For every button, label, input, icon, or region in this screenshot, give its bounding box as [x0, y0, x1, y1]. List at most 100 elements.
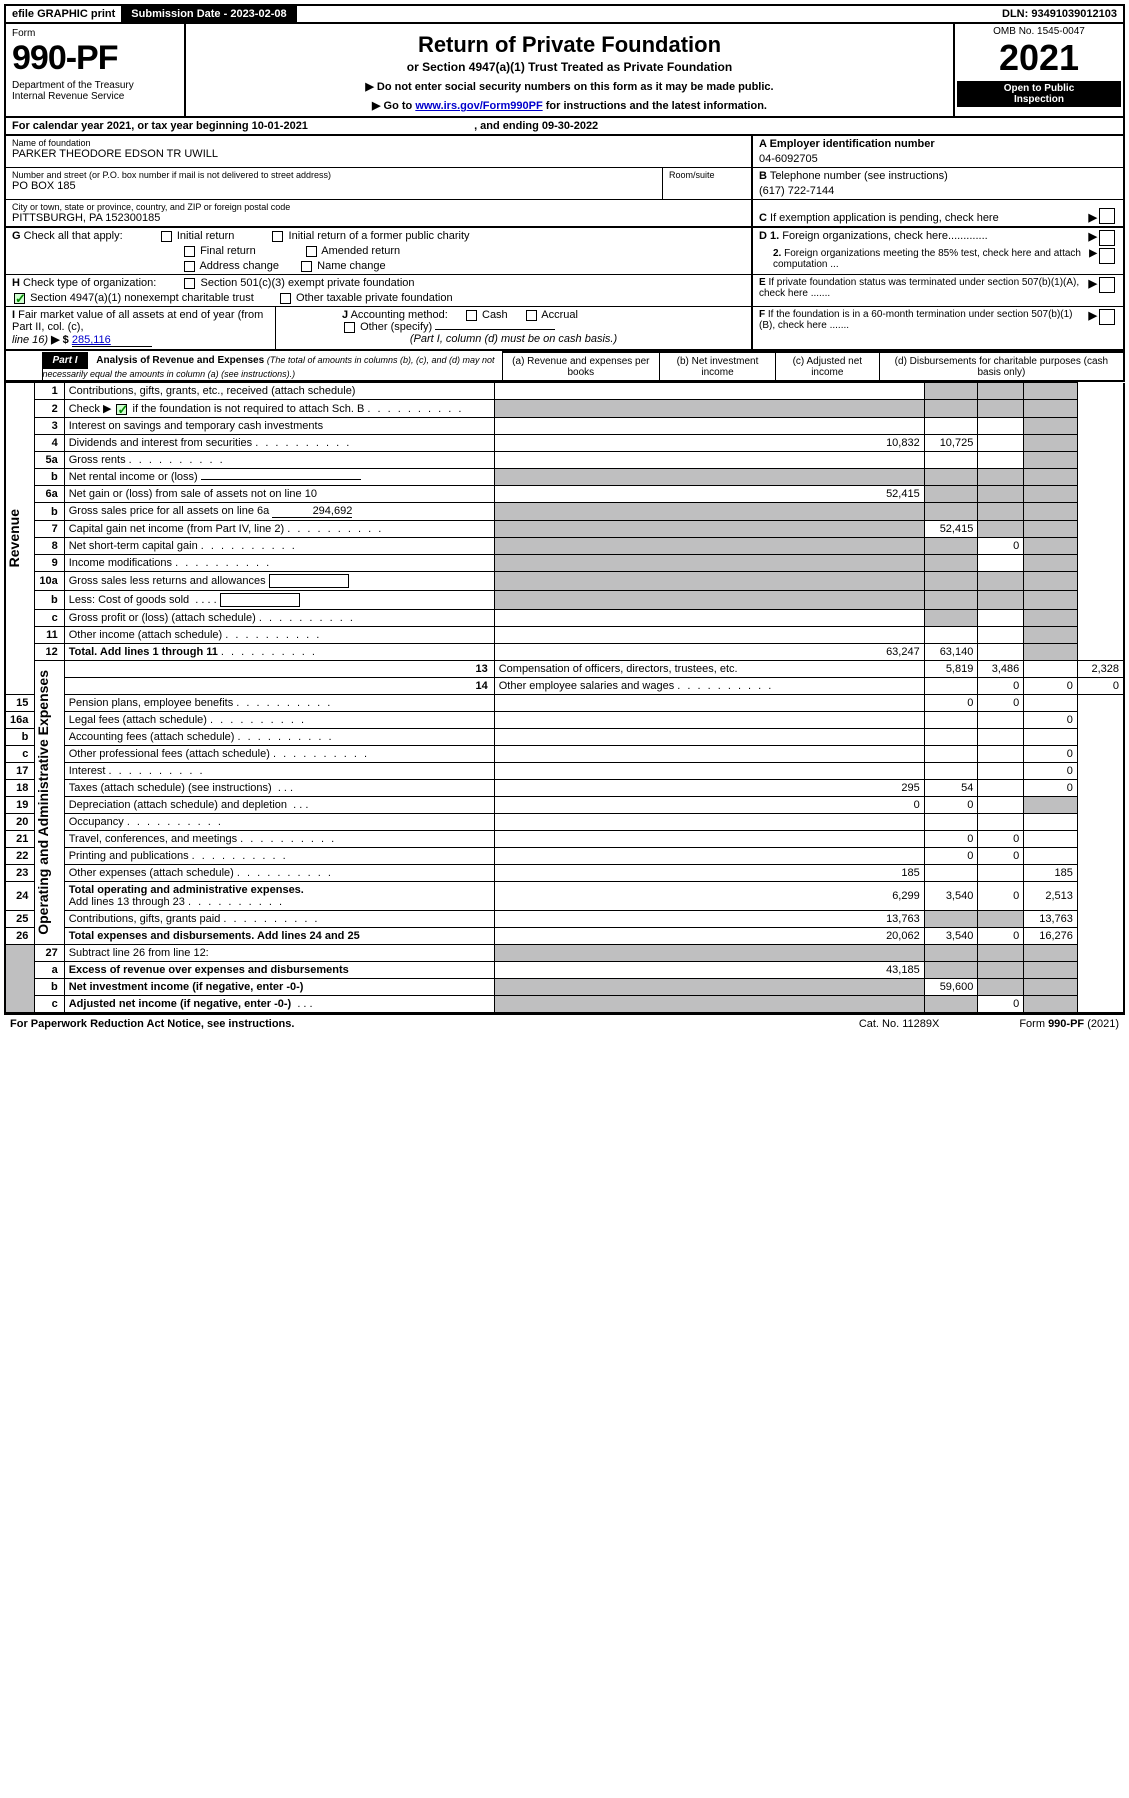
sch-b-checkbox[interactable]: [116, 404, 127, 415]
g-address-change-checkbox[interactable]: [184, 261, 195, 272]
c-block: C If exemption application is pending, c…: [753, 200, 1123, 226]
d2-checkbox[interactable]: [1099, 248, 1115, 264]
ein-value: 04-6092705: [759, 153, 1117, 165]
table-row: 2Check ▶ if the foundation is not requir…: [5, 400, 1124, 418]
omb-number: OMB No. 1545-0047: [957, 26, 1121, 37]
header-note-2: ▶ Go to www.irs.gov/Form990PF for instru…: [192, 99, 947, 112]
addr-label: Number and street (or P.O. box number if…: [12, 170, 656, 180]
fmv-value: 285,116: [72, 334, 152, 347]
form-instructions-link[interactable]: www.irs.gov/Form990PF: [415, 100, 542, 112]
table-row: 6aNet gain or (loss) from sale of assets…: [5, 486, 1124, 503]
d1-checkbox[interactable]: [1099, 230, 1115, 246]
table-row: 3Interest on savings and temporary cash …: [5, 418, 1124, 435]
h-other-taxable-checkbox[interactable]: [280, 293, 291, 304]
table-row: 5aGross rents: [5, 452, 1124, 469]
e-block: E If private foundation status was termi…: [753, 275, 1123, 306]
table-row: bNet rental income or (loss): [5, 469, 1124, 486]
table-row: 26Total expenses and disbursements. Add …: [5, 928, 1124, 945]
calendar-year-row: For calendar year 2021, or tax year begi…: [4, 118, 1125, 136]
table-row: 27Subtract line 26 from line 12:: [5, 945, 1124, 962]
g-name-change-checkbox[interactable]: [301, 261, 312, 272]
table-row: 18Taxes (attach schedule) (see instructi…: [5, 780, 1124, 797]
open-to-public-box: Open to PublicInspection: [957, 81, 1121, 107]
table-row: 4Dividends and interest from securities …: [5, 435, 1124, 452]
table-row: 20Occupancy: [5, 814, 1124, 831]
j-note: (Part I, column (d) must be on cash basi…: [282, 333, 745, 345]
table-row: 17Interest 0: [5, 763, 1124, 780]
j-other-checkbox[interactable]: [344, 322, 355, 333]
table-row: 14Other employee salaries and wages 000: [5, 678, 1124, 695]
efile-label: efile GRAPHIC print: [6, 6, 123, 22]
e-checkbox[interactable]: [1099, 277, 1115, 293]
table-row: 19Depreciation (attach schedule) and dep…: [5, 797, 1124, 814]
f-checkbox[interactable]: [1099, 309, 1115, 325]
h-e-row: H Check type of organization: Section 50…: [4, 275, 1125, 307]
part-1-header: Part I Analysis of Revenue and Expenses …: [4, 351, 1125, 382]
i-j-f-row: I Fair market value of all assets at end…: [4, 307, 1125, 351]
table-row: 7Capital gain net income (from Part IV, …: [5, 521, 1124, 538]
col-c-head: (c) Adjusted net income: [775, 352, 879, 381]
address-value: PO BOX 185: [12, 180, 656, 192]
header-note-1: ▶ Do not enter social security numbers o…: [192, 80, 947, 93]
j-accrual-checkbox[interactable]: [526, 310, 537, 321]
table-row: bLess: Cost of goods sold . . . .: [5, 591, 1124, 610]
table-row: cGross profit or (loss) (attach schedule…: [5, 610, 1124, 627]
table-row: 22Printing and publications 00: [5, 848, 1124, 865]
d-block: D 1. Foreign organizations, check here..…: [753, 228, 1123, 274]
tax-year: 2021: [957, 37, 1121, 79]
col-a-head: (a) Revenue and expenses per books: [502, 352, 660, 381]
table-row: 16aLegal fees (attach schedule) 0: [5, 712, 1124, 729]
revenue-side-label: Revenue: [6, 509, 22, 567]
irs-label: Internal Revenue Service: [12, 91, 178, 102]
g-initial-return-checkbox[interactable]: [161, 231, 172, 242]
part-1-grid: Revenue 1Contributions, gifts, grants, e…: [4, 382, 1125, 1014]
table-row: bNet investment income (if negative, ent…: [5, 979, 1124, 996]
table-row: cAdjusted net income (if negative, enter…: [5, 996, 1124, 1014]
form-title: Return of Private Foundation: [192, 32, 947, 58]
f-block: F If the foundation is in a 60-month ter…: [753, 307, 1123, 349]
dln-box: DLN: 93491039012103: [996, 6, 1123, 22]
name-label: Name of foundation: [12, 138, 745, 148]
year-col: OMB No. 1545-0047 2021 Open to PublicIns…: [953, 24, 1123, 116]
city-label: City or town, state or province, country…: [12, 202, 745, 212]
table-row: 21Travel, conferences, and meetings 00: [5, 831, 1124, 848]
table-row: 11Other income (attach schedule): [5, 627, 1124, 644]
table-row: 15Pension plans, employee benefits 00: [5, 695, 1124, 712]
j-cash-checkbox[interactable]: [466, 310, 477, 321]
col-d-head: (d) Disbursements for charitable purpose…: [879, 352, 1123, 381]
table-row: 9Income modifications: [5, 555, 1124, 572]
part-1-label: Part I: [43, 352, 88, 369]
col-b-head: (b) Net investment income: [660, 352, 776, 381]
h-501c3-checkbox[interactable]: [184, 278, 195, 289]
page-footer: For Paperwork Reduction Act Notice, see …: [4, 1014, 1125, 1033]
form-subtitle: or Section 4947(a)(1) Trust Treated as P…: [192, 60, 947, 74]
table-row: Operating and Administrative Expenses 13…: [5, 661, 1124, 678]
table-row: 10aGross sales less returns and allowanc…: [5, 572, 1124, 591]
g-amended-return-checkbox[interactable]: [306, 246, 317, 257]
top-bar: efile GRAPHIC print Submission Date - 20…: [4, 4, 1125, 24]
dept-label: Department of the Treasury: [12, 80, 178, 91]
title-col: Return of Private Foundation or Section …: [186, 24, 953, 116]
table-row: bAccounting fees (attach schedule): [5, 729, 1124, 746]
ein-block: A Employer identification number 04-6092…: [753, 136, 1123, 167]
form-id-col: Form 990-PF Department of the Treasury I…: [6, 24, 186, 116]
form-label: Form: [12, 28, 178, 39]
g-initial-former-checkbox[interactable]: [272, 231, 283, 242]
city-c-row: City or town, state or province, country…: [4, 200, 1125, 228]
room-label: Room/suite: [663, 168, 753, 199]
form-header: Form 990-PF Department of the Treasury I…: [4, 24, 1125, 118]
table-row: bGross sales price for all assets on lin…: [5, 503, 1124, 521]
phone-block: B Telephone number (see instructions) (6…: [753, 168, 1123, 199]
city-value: PITTSBURGH, PA 152300185: [12, 212, 745, 224]
h-4947-checkbox[interactable]: [14, 293, 25, 304]
g-final-return-checkbox[interactable]: [184, 246, 195, 257]
expenses-side-label: Operating and Administrative Expenses: [35, 670, 51, 935]
table-row: 25Contributions, gifts, grants paid 13,7…: [5, 911, 1124, 928]
table-row: 12Total. Add lines 1 through 11 63,24763…: [5, 644, 1124, 661]
table-row: aExcess of revenue over expenses and dis…: [5, 962, 1124, 979]
phone-value: (617) 722-7144: [759, 185, 1117, 197]
catalog-number: Cat. No. 11289X: [859, 1018, 940, 1030]
c-checkbox[interactable]: [1099, 208, 1115, 224]
table-row: cOther professional fees (attach schedul…: [5, 746, 1124, 763]
address-phone-row: Number and street (or P.O. box number if…: [4, 168, 1125, 200]
